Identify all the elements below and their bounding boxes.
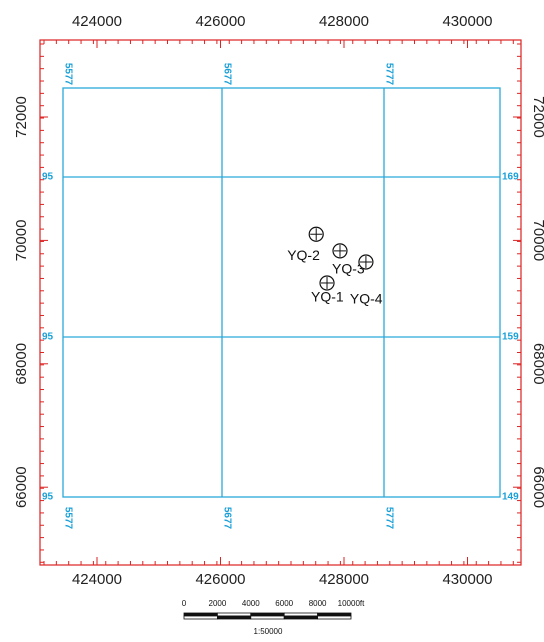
grid-label: 95 [42,172,54,183]
grid [62,87,501,498]
x-tick-label: 426000 [195,571,245,588]
x-tick-label: 428000 [319,571,369,588]
scale-segment [250,612,285,617]
grid-border [62,87,501,498]
well-label: YQ-2 [287,247,320,263]
scale-label: 10000ft [338,599,365,608]
scale-segment [216,615,252,620]
grid-label: 95 [42,332,54,343]
scale-label: 2000 [209,599,227,608]
y-tick-label: 72000 [530,96,544,138]
grid-label: 95 [42,492,54,503]
well-label: YQ-1 [311,289,344,305]
scale-label: 4000 [242,599,260,608]
well-label: YQ-3 [332,261,365,277]
scale-label: 8000 [309,599,327,608]
grid-label: 5777 [383,507,394,530]
grid-label: 5677 [221,507,232,530]
y-tick-label: 66000 [13,466,30,508]
scale-label: 6000 [275,599,293,608]
y-tick-label: 66000 [530,466,544,508]
scale-segment [250,615,285,620]
y-tick-label: 70000 [530,220,544,262]
y-tick-label: 68000 [530,343,544,385]
scale-segment [283,615,319,620]
scale-segment [183,615,218,620]
grid-label: 149 [502,492,519,503]
scale-segment [317,612,352,617]
grid-label: 5577 [62,507,73,530]
grid-label: 5677 [221,63,232,86]
x-tick-label: 430000 [442,13,492,30]
grid-label: 169 [502,172,519,183]
y-tick-label: 70000 [13,220,30,262]
x-tick-label: 426000 [195,13,245,30]
y-tick-label: 68000 [13,343,30,385]
x-tick-label: 428000 [319,13,369,30]
grid-label: 159 [502,332,519,343]
scale-label: 0 [182,599,187,608]
well [308,226,324,242]
grid-label: 5577 [62,63,73,86]
x-tick-label: 430000 [442,571,492,588]
y-tick-label: 72000 [13,96,30,138]
x-tick-label: 424000 [72,571,122,588]
scale-ratio: 1:50000 [254,627,283,636]
grid-label: 5777 [383,63,394,86]
scale-segment [216,612,252,617]
scale-segment [317,615,352,620]
scale-segment [183,612,218,617]
well [319,275,335,291]
map-frame [39,39,522,566]
well [358,254,374,270]
well-label: YQ-4 [350,291,383,307]
well [332,243,348,259]
x-tick-label: 424000 [72,13,122,30]
scale-segment [283,612,319,617]
